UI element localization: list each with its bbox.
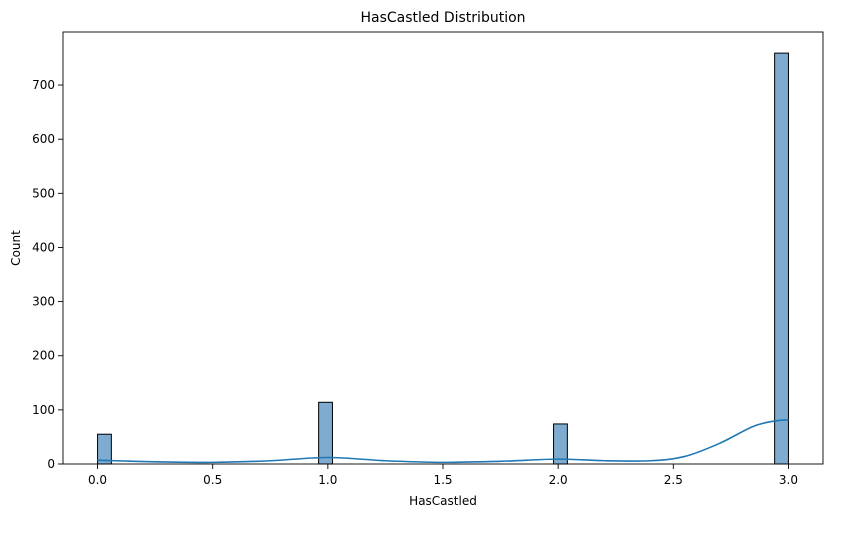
y-tick-label: 300 — [32, 295, 55, 309]
x-tick-label: 0.5 — [203, 473, 222, 487]
x-tick-label: 3.0 — [779, 473, 798, 487]
y-axis-label: Count — [9, 230, 23, 266]
y-tick-label: 600 — [32, 132, 55, 146]
x-tick-label: 1.0 — [318, 473, 337, 487]
x-axis-label: HasCastled — [409, 494, 477, 508]
histogram-bar-3 — [774, 52, 789, 465]
y-axis-ticks: 0 100 200 300 400 500 600 700 — [32, 78, 63, 471]
histogram-bar-1 — [318, 401, 333, 465]
x-tick-label: 2.0 — [549, 473, 568, 487]
x-tick-label: 0.0 — [88, 473, 107, 487]
y-tick-label: 200 — [32, 349, 55, 363]
y-tick-label: 0 — [47, 457, 55, 471]
y-tick-label: 500 — [32, 186, 55, 200]
chart-title: HasCastled Distribution — [360, 10, 525, 26]
y-tick-label: 700 — [32, 78, 55, 92]
kde-curve — [97, 419, 789, 464]
x-tick-label: 2.5 — [664, 473, 683, 487]
plot-frame — [62, 31, 824, 465]
histogram-bar-2 — [553, 423, 568, 465]
bars-group — [97, 52, 789, 465]
y-tick-label: 400 — [32, 240, 55, 254]
y-tick-label: 100 — [32, 403, 55, 417]
x-axis-ticks: 0.0 0.5 1.0 1.5 2.0 2.5 3.0 — [88, 464, 798, 487]
x-tick-label: 1.5 — [433, 473, 452, 487]
